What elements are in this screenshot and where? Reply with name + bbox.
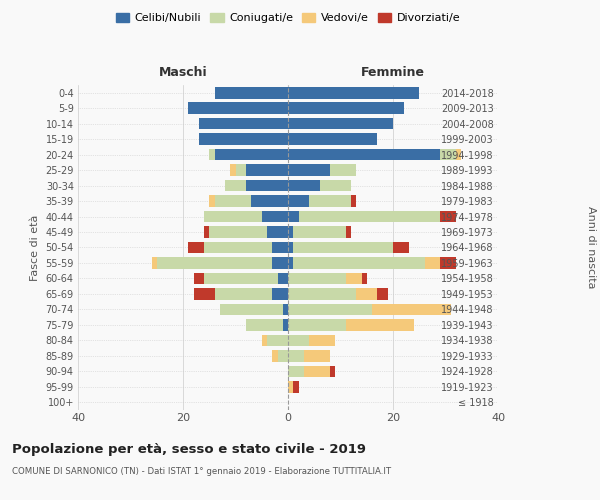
Bar xyxy=(304,366,330,377)
Bar xyxy=(425,257,440,269)
Bar xyxy=(220,304,283,315)
Bar xyxy=(188,242,204,254)
Bar xyxy=(199,118,288,130)
Bar xyxy=(393,242,409,254)
Bar xyxy=(288,381,293,392)
Bar xyxy=(309,196,351,207)
Bar xyxy=(277,272,288,284)
Bar xyxy=(246,180,288,192)
Bar xyxy=(288,334,309,346)
Bar xyxy=(293,242,393,254)
Bar xyxy=(456,149,461,160)
Bar xyxy=(356,288,377,300)
Bar xyxy=(188,102,288,114)
Bar xyxy=(288,257,293,269)
Bar xyxy=(288,102,404,114)
Bar xyxy=(309,334,335,346)
Bar xyxy=(267,226,288,238)
Bar xyxy=(267,334,288,346)
Bar xyxy=(346,272,361,284)
Bar xyxy=(283,319,288,330)
Bar xyxy=(204,242,272,254)
Text: Maschi: Maschi xyxy=(158,66,208,79)
Bar xyxy=(288,134,377,145)
Bar xyxy=(225,180,246,192)
Bar xyxy=(299,210,440,222)
Bar xyxy=(272,257,288,269)
Bar xyxy=(251,196,288,207)
Bar xyxy=(272,350,277,362)
Bar xyxy=(272,242,288,254)
Bar xyxy=(288,350,304,362)
Bar xyxy=(204,272,277,284)
Bar xyxy=(215,196,251,207)
Text: Anni di nascita: Anni di nascita xyxy=(586,206,596,289)
Bar xyxy=(288,288,356,300)
Bar xyxy=(204,226,209,238)
Bar xyxy=(235,164,246,176)
Bar xyxy=(151,257,157,269)
Bar xyxy=(215,149,288,160)
Bar xyxy=(346,226,351,238)
Bar xyxy=(320,180,351,192)
Bar xyxy=(288,149,440,160)
Bar xyxy=(351,196,356,207)
Bar xyxy=(215,288,272,300)
Bar xyxy=(157,257,272,269)
Bar xyxy=(246,319,283,330)
Bar xyxy=(262,334,267,346)
Bar xyxy=(361,272,367,284)
Bar xyxy=(288,272,346,284)
Bar xyxy=(288,226,293,238)
Bar xyxy=(215,87,288,99)
Text: COMUNE DI SARNONICO (TN) - Dati ISTAT 1° gennaio 2019 - Elaborazione TUTTITALIA.: COMUNE DI SARNONICO (TN) - Dati ISTAT 1°… xyxy=(12,468,391,476)
Bar xyxy=(346,319,414,330)
Bar xyxy=(304,350,330,362)
Bar xyxy=(277,350,288,362)
Text: Popolazione per età, sesso e stato civile - 2019: Popolazione per età, sesso e stato civil… xyxy=(12,442,366,456)
Bar xyxy=(372,304,451,315)
Bar xyxy=(262,210,288,222)
Bar xyxy=(230,164,235,176)
Bar xyxy=(440,149,456,160)
Bar xyxy=(440,210,456,222)
Bar xyxy=(272,288,288,300)
Y-axis label: Fasce di età: Fasce di età xyxy=(30,214,40,280)
Bar xyxy=(209,226,267,238)
Bar xyxy=(377,288,388,300)
Bar xyxy=(193,288,215,300)
Bar xyxy=(288,87,419,99)
Bar xyxy=(193,272,204,284)
Bar xyxy=(204,210,262,222)
Bar xyxy=(199,134,288,145)
Bar xyxy=(288,180,320,192)
Bar xyxy=(288,164,330,176)
Bar xyxy=(288,196,309,207)
Bar xyxy=(330,164,356,176)
Bar xyxy=(288,319,346,330)
Bar xyxy=(209,196,215,207)
Bar xyxy=(330,366,335,377)
Bar xyxy=(288,242,293,254)
Bar xyxy=(293,257,425,269)
Bar xyxy=(440,257,456,269)
Text: Femmine: Femmine xyxy=(361,66,425,79)
Legend: Celibi/Nubili, Coniugati/e, Vedovi/e, Divorziati/e: Celibi/Nubili, Coniugati/e, Vedovi/e, Di… xyxy=(112,8,464,28)
Bar xyxy=(288,366,304,377)
Bar xyxy=(209,149,215,160)
Bar xyxy=(283,304,288,315)
Bar xyxy=(288,210,299,222)
Bar xyxy=(293,226,346,238)
Bar xyxy=(288,304,372,315)
Bar xyxy=(293,381,299,392)
Bar xyxy=(288,118,393,130)
Bar xyxy=(246,164,288,176)
